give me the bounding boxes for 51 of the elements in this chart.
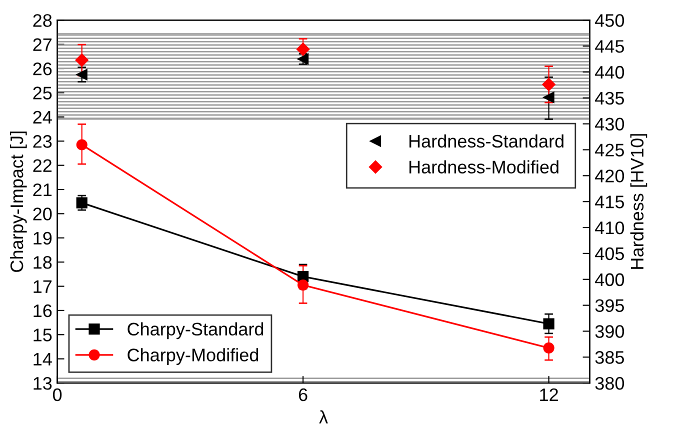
x-tick-label: 6 [298,388,308,402]
y2-tick-label: 425 [595,144,624,156]
point [542,78,556,92]
y-axis-title: Charpy-Impact [J] [10,132,27,272]
point [543,92,554,103]
legend-label: Charpy-Standard [128,322,264,340]
y2-tick-label: 420 [595,170,624,182]
legend-label: Charpy-Modified [128,348,258,365]
y2-tick-label: 380 [595,376,624,390]
y-tick-label: 15 [34,328,52,342]
y2-tick-label: 390 [595,325,624,338]
point [75,53,88,67]
point [76,139,88,150]
point [543,342,554,354]
y2-tick-label: 410 [595,221,624,234]
y2-tick-label: 450 [595,14,624,27]
y2-tick-label: 435 [595,92,624,105]
y-tick-label: 19 [34,232,52,245]
y-tick-label: 22 [33,159,52,172]
y2-tick-label: 385 [595,351,624,364]
x-axis-title: λ [319,410,328,424]
point [543,318,554,330]
point [296,42,310,56]
y-tick-label: 16 [34,304,52,318]
y-tick-label: 20 [33,208,52,220]
y2-tick-label: 405 [595,247,624,260]
x-tick-label: 12 [540,388,558,401]
y-tick-label: 28 [33,14,52,27]
y2-tick-label: 440 [595,66,624,79]
point [76,197,88,208]
y-tick-label: 18 [34,256,52,269]
y-tick-label: 26 [33,62,52,76]
y-tick-label: 24 [33,110,52,124]
y-tick-label: 21 [33,183,52,196]
x-tick-label: 0 [52,388,62,402]
y-tick-label: 27 [33,38,52,51]
y-tick-label: 17 [34,280,52,293]
y2-axis-title: Hardness [HV10] [630,134,648,269]
y2-tick-label: 400 [595,273,624,286]
y-tick-label: 14 [34,352,52,366]
y-tick-label: 25 [33,86,52,100]
point [76,69,88,80]
y2-tick-label: 415 [595,196,624,208]
legend-label: Hardness-Standard [409,134,564,148]
y2-tick-label: 430 [595,118,624,131]
y2-tick-label: 395 [595,299,624,312]
y2-tick-label: 445 [595,40,624,53]
legend-label: Hardness-Modified [409,160,558,174]
y-tick-label: 23 [33,135,52,148]
point [297,280,309,291]
y-tick-label: 13 [34,376,52,390]
